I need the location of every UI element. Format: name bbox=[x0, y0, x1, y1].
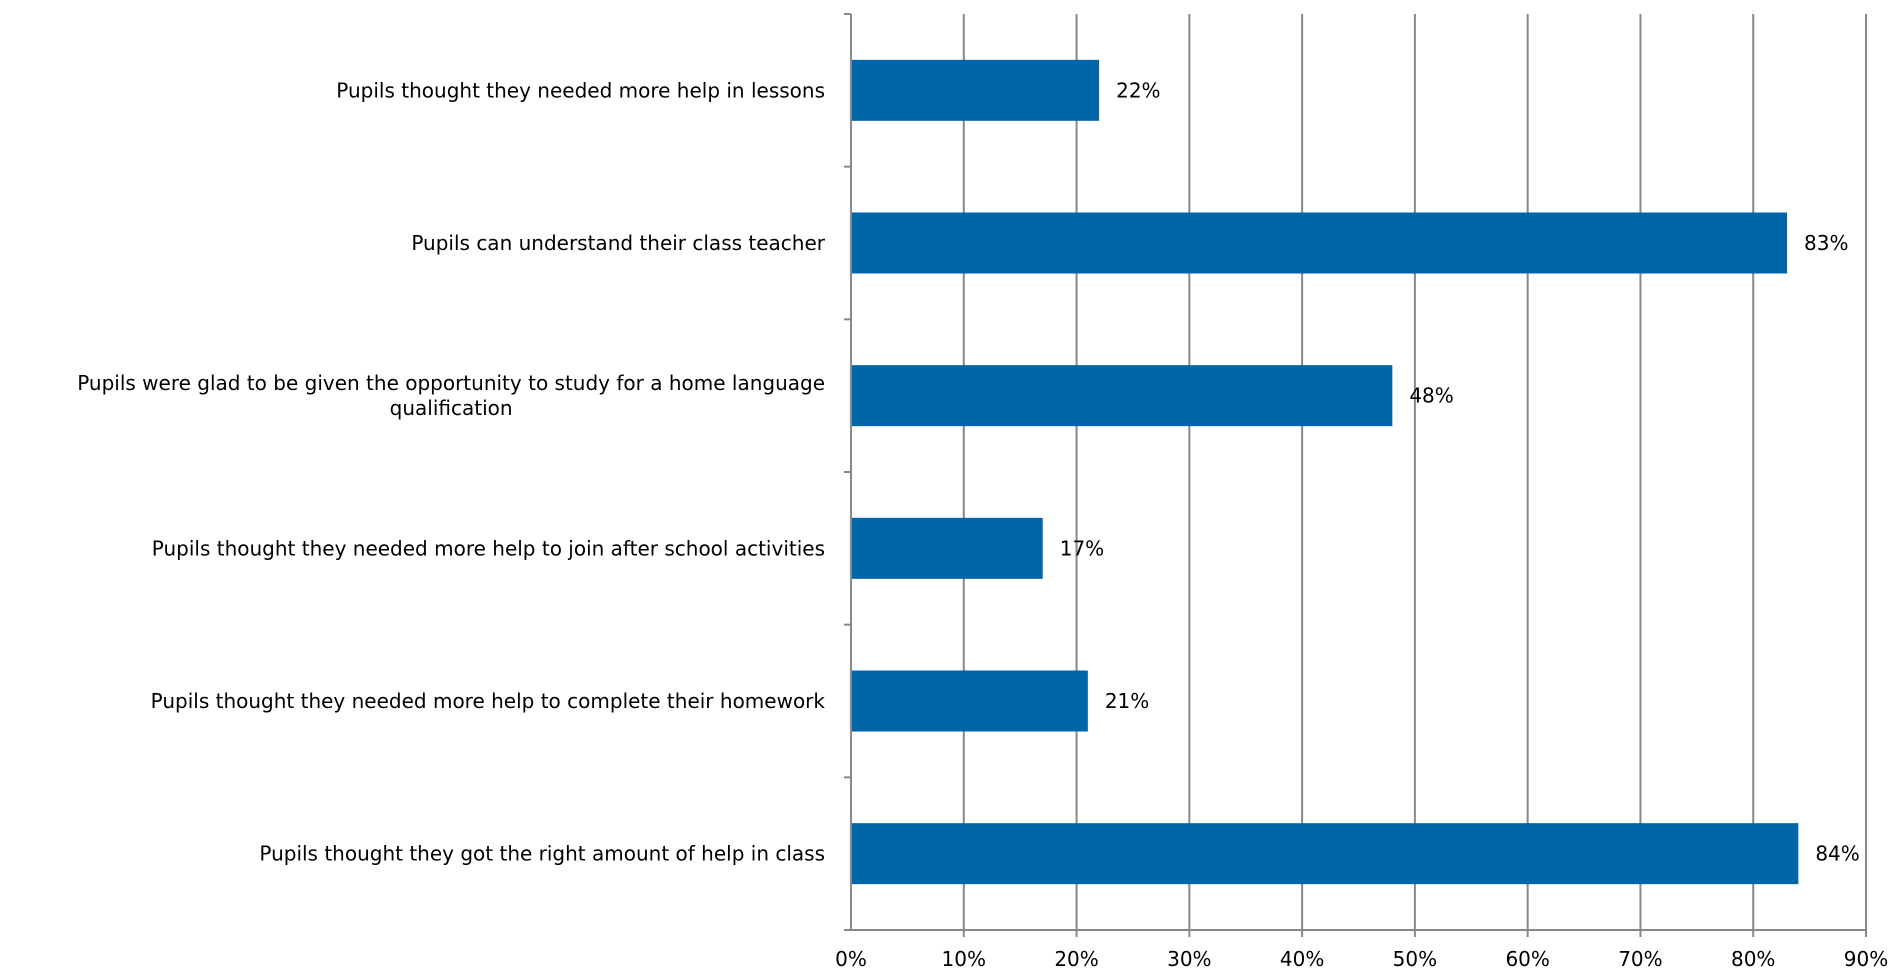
bar bbox=[851, 517, 1043, 579]
category-label: Pupils thought they needed more help in … bbox=[336, 78, 825, 102]
data-label: 22% bbox=[1116, 78, 1160, 102]
category-label-line: Pupils thought they got the right amount… bbox=[259, 842, 825, 866]
data-label: 17% bbox=[1060, 536, 1104, 560]
x-tick-label: 70% bbox=[1618, 947, 1662, 969]
labels: 0% 10% 20% 30% 40% 50% 60% 70% 80% 90% 22% Pupils t… bbox=[77, 78, 1888, 971]
data-label: 83% bbox=[1804, 231, 1848, 255]
x-tick-label: 90% bbox=[1844, 947, 1888, 969]
bar bbox=[851, 212, 1788, 274]
data-label: 84% bbox=[1815, 842, 1859, 866]
bar bbox=[851, 823, 1799, 885]
x-tick-label: 40% bbox=[1280, 947, 1324, 969]
data-label: 48% bbox=[1409, 384, 1453, 408]
data-label: 21% bbox=[1105, 689, 1149, 713]
x-tick-label: 50% bbox=[1393, 947, 1437, 969]
x-tick-label: 80% bbox=[1731, 947, 1775, 969]
category-label-line: qualification bbox=[390, 396, 513, 420]
gridlines bbox=[962, 14, 1867, 937]
x-tick-label: 0% bbox=[835, 947, 867, 969]
x-tick-label: 20% bbox=[1054, 947, 1098, 969]
bar bbox=[851, 365, 1393, 427]
category-label: Pupils were glad to be given the opportu… bbox=[77, 371, 825, 420]
x-tick-label: 10% bbox=[942, 947, 986, 969]
x-tick-label: 60% bbox=[1505, 947, 1549, 969]
category-label-line: Pupils can understand their class teache… bbox=[411, 231, 825, 255]
axes bbox=[844, 13, 1866, 931]
category-label: Pupils thought they needed more help to … bbox=[152, 536, 825, 560]
category-label-line: Pupils thought they needed more help to … bbox=[151, 689, 826, 713]
category-label: Pupils can understand their class teache… bbox=[411, 231, 825, 255]
x-tick-label: 30% bbox=[1167, 947, 1211, 969]
category-label: Pupils thought they needed more help to … bbox=[151, 689, 826, 713]
category-label-line: Pupils were glad to be given the opportu… bbox=[77, 371, 825, 395]
bars bbox=[851, 59, 1799, 885]
category-label-line: Pupils thought they needed more help in … bbox=[336, 78, 825, 102]
bar bbox=[851, 59, 1100, 121]
bar bbox=[851, 670, 1088, 732]
category-label: Pupils thought they got the right amount… bbox=[259, 842, 825, 866]
category-label-line: Pupils thought they needed more help to … bbox=[152, 536, 825, 560]
